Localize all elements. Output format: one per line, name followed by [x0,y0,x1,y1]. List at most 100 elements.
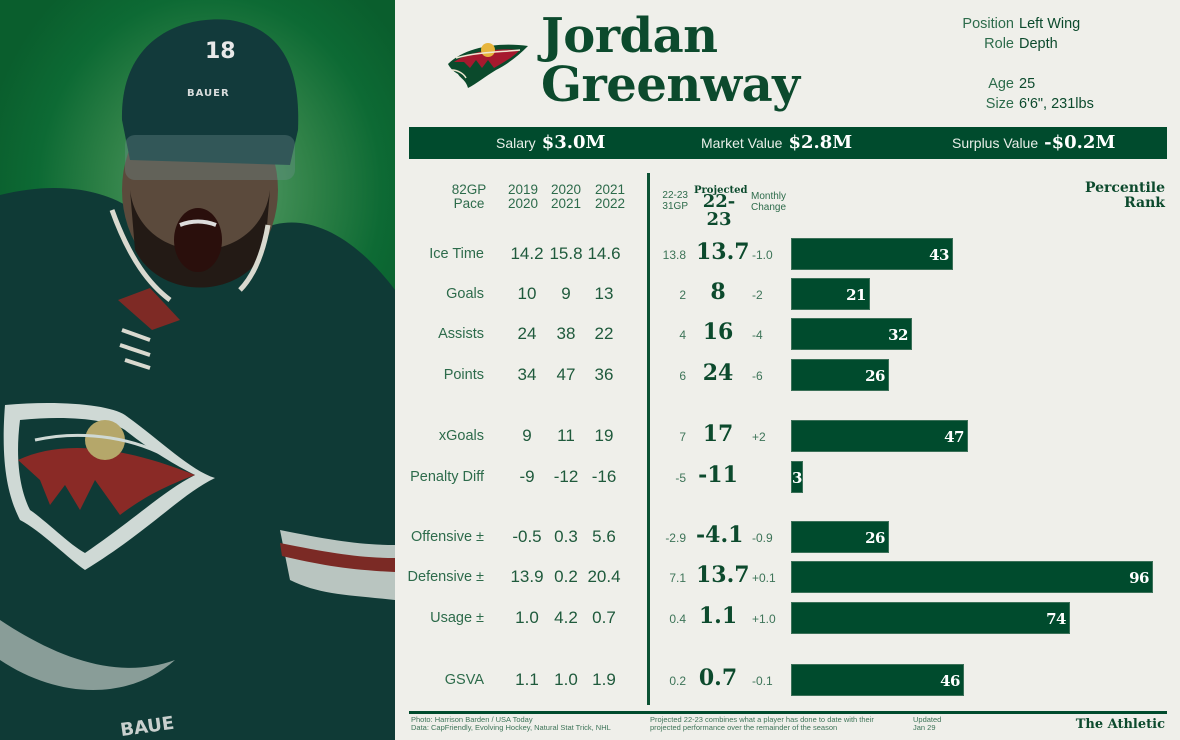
header-monthly-change: Monthly Change [751,191,787,213]
bio-role-label: Role [984,36,1014,52]
stat-2019-2020: 13.9 [510,567,544,586]
percentile-bar: 43 [791,238,953,270]
stat-row: Goals 10 9 13 2 8 -2 21 [400,278,1180,310]
bio-position: Position Left Wing [962,14,1112,34]
stat-2020-2021: -12 [553,467,579,486]
stat-2021-2022: 13 [594,284,614,303]
footer-credits: Photo: Harrison Barden / USA Today Data:… [411,716,611,732]
stat-monthly-change: -0.9 [752,531,773,545]
percentile-bar: 74 [791,602,1070,634]
percentile-bar: 47 [791,420,968,452]
surplus-value-label: Surplus Value [952,135,1039,151]
stat-2020-2021: 1.0 [554,670,578,689]
percentile-bar: 3 [791,461,803,493]
stat-label: Goals [446,286,484,302]
stat-2021-2022: 20.4 [587,567,621,586]
bio-position-value: Left Wing [1019,16,1081,32]
stat-current-season: -2.9 [665,531,686,545]
stat-2021-2022: 36 [594,365,614,384]
stat-row: Offensive ± -0.5 0.3 5.6 -2.9 -4.1 -0.9 26 [400,521,1180,553]
stat-label: Points [443,367,484,383]
stat-current-season: 0.2 [669,674,686,688]
header-2020-2021: 2020 2021 [550,182,582,211]
stat-projected: 24 [702,360,734,386]
stat-2019-2020: 10 [517,284,537,303]
stat-label: Assists [438,326,484,342]
stat-2019-2020: 9 [522,426,532,445]
player-photo: 18 BAUER BAUE [0,0,395,740]
stat-current-season: 2 [679,288,686,302]
header-2021-2022: 2021 2022 [594,182,626,211]
bio-size: Size 6'6", 231lbs [962,94,1112,114]
footer-divider [409,711,1167,714]
svg-text:BAUER: BAUER [187,88,230,99]
stat-monthly-change: +0.1 [752,571,776,585]
stat-label: xGoals [438,428,484,444]
stat-2019-2020: 34 [517,365,537,384]
stat-projected: 13.7 [696,239,750,265]
the-athletic-logo: The Athletic [1075,717,1165,732]
stat-projected: 17 [702,421,734,447]
stat-2020-2021: 0.2 [554,567,578,586]
stat-projected: 1.1 [698,603,738,629]
bio-position-label: Position [962,16,1014,32]
stat-projected: 16 [702,319,734,345]
bio-role: Role Depth [962,34,1112,54]
percentile-bar: 46 [791,664,964,696]
stat-2021-2022: 1.9 [592,670,616,689]
stat-2021-2022: 14.6 [587,244,621,263]
stat-row: Ice Time 14.2 15.8 14.6 13.8 13.7 -1.0 43 [400,238,1180,270]
percentile-bar: 26 [791,359,889,391]
stat-row: Defensive ± 13.9 0.2 20.4 7.1 13.7 +0.1 96 [400,561,1180,593]
player-last-name: Greenway [541,57,800,113]
bio-age-value: 25 [1019,76,1036,92]
stat-2019-2020: 24 [517,324,537,343]
stat-2020-2021: 15.8 [549,244,583,263]
stat-row: xGoals 9 11 19 7 17 +2 47 [400,420,1180,452]
bio-size-label: Size [985,96,1014,112]
header-82gp-pace: 82GP Pace [451,182,487,211]
stat-current-season: 0.4 [669,612,686,626]
percentile-bar: 32 [791,318,912,350]
stat-label: Defensive ± [407,569,484,585]
stat-2019-2020: 14.2 [510,244,544,263]
salary-label: Salary [496,135,536,151]
percentile-bar: 26 [791,521,889,553]
header-projected-season: 22-23 [702,191,736,230]
stat-label: GSVA [444,672,484,688]
stat-row: Penalty Diff -9 -12 -16 -5 -11 3 [400,461,1180,493]
header-percentile-rank: Percentile Rank [1084,180,1165,211]
stat-2020-2021: 9 [561,284,571,303]
stat-2021-2022: -16 [591,467,617,486]
stat-row: Usage ± 1.0 4.2 0.7 0.4 1.1 +1.0 74 [400,602,1180,634]
stat-label: Offensive ± [411,529,484,545]
stat-2019-2020: -9 [519,467,535,486]
data-credit: Data: CapFriendly, Evolving Hockey, Natu… [411,723,611,732]
bio-role-value: Depth [1019,36,1058,52]
stat-2020-2021: 47 [556,365,576,384]
stat-label: Usage ± [430,610,484,626]
stat-monthly-change: +2 [752,430,766,444]
stat-monthly-change: -1.0 [752,248,773,262]
stat-2019-2020: -0.5 [512,527,542,546]
market-value-label: Market Value [701,135,783,151]
photo-credit: Photo: Harrison Barden / USA Today [411,715,533,724]
player-first-name: Jordan [541,8,718,64]
stat-projected: -4.1 [696,522,744,548]
player-photo-illustration: 18 BAUER BAUE [0,19,395,740]
stat-2021-2022: 5.6 [592,527,616,546]
stat-2019-2020: 1.1 [515,670,539,689]
footer-updated: Updated Jan 29 [913,715,942,732]
stat-2020-2021: 11 [557,426,575,445]
stat-row: Points 34 47 36 6 24 -6 26 [400,359,1180,391]
stat-row: Assists 24 38 22 4 16 -4 32 [400,318,1180,350]
salary: Salary $3.0M [496,132,605,153]
bio-size-value: 6'6", 231lbs [1019,96,1094,112]
svg-text:18: 18 [205,39,236,64]
stat-projected: 13.7 [696,562,750,588]
footer-projection-note: Projected 22-23 combines what a player h… [650,715,874,732]
stat-row: GSVA 1.1 1.0 1.9 0.2 0.7 -0.1 46 [400,664,1180,696]
stat-monthly-change: -4 [752,328,763,342]
bio-age-label: Age [988,76,1014,92]
stat-label: Ice Time [429,246,484,262]
